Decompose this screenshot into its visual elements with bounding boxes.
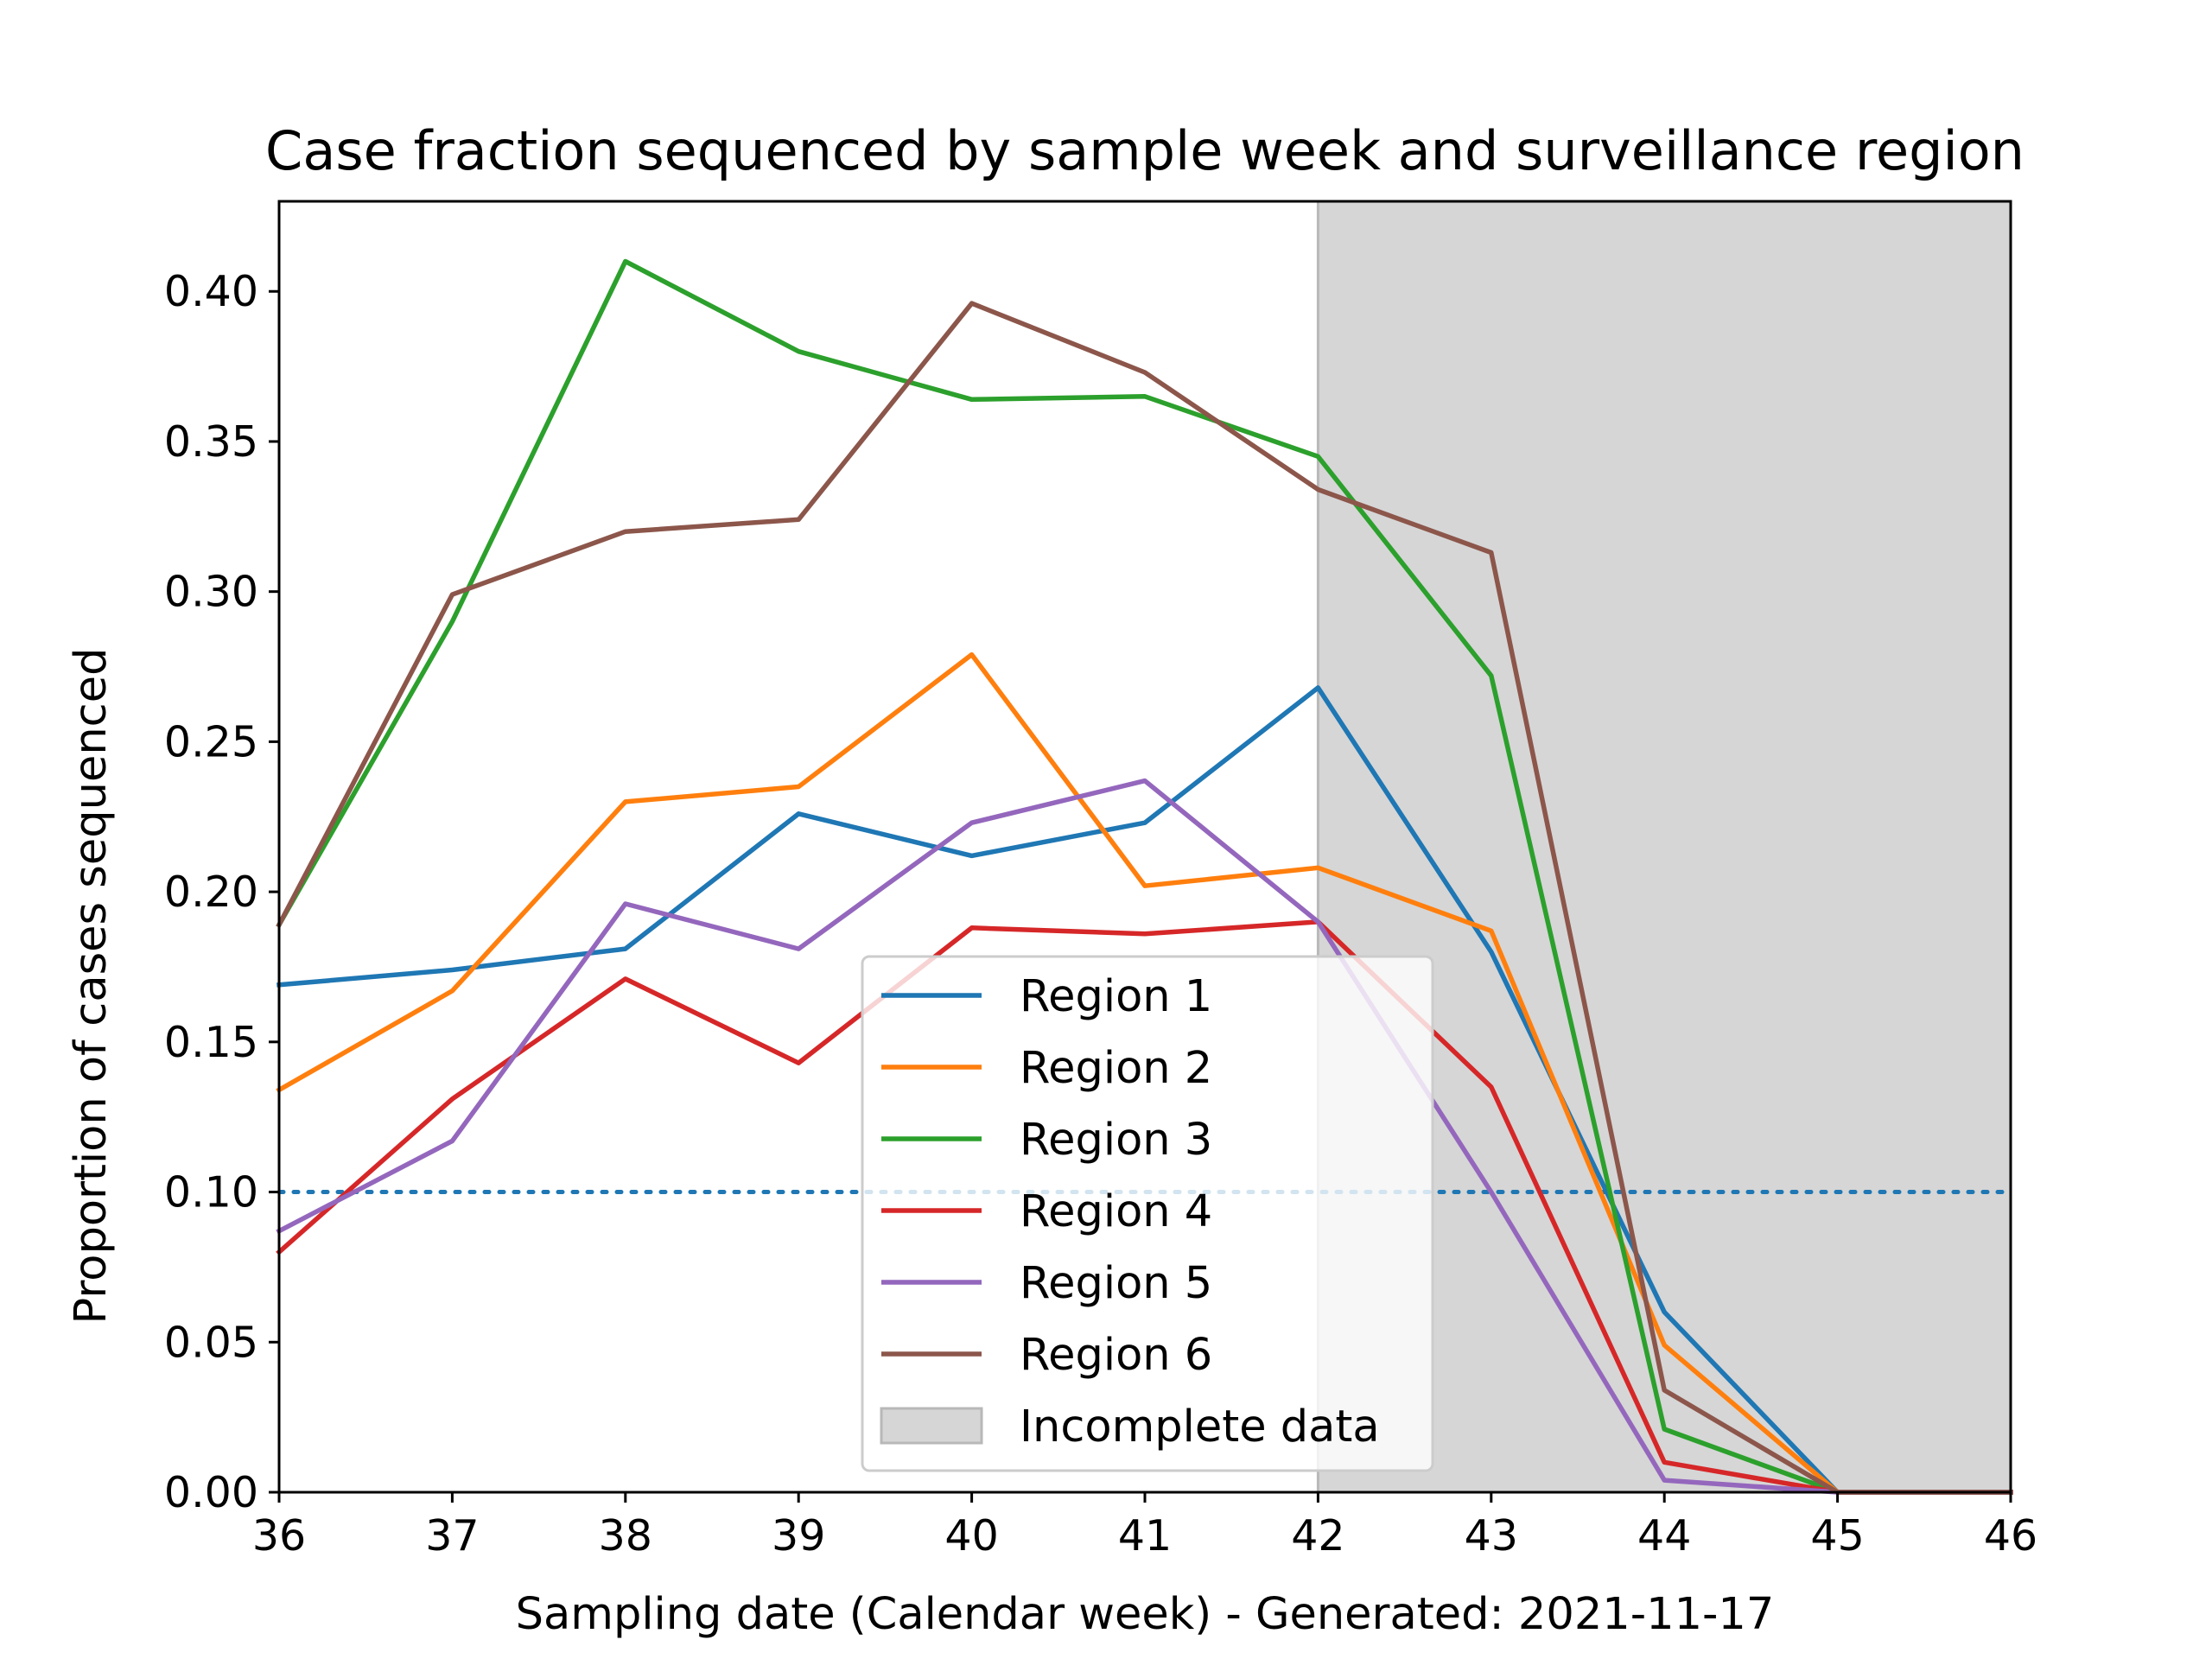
series-line-region-6	[276, 301, 2013, 1495]
x-tick-label: 39	[772, 1511, 825, 1560]
series-line-region-1	[276, 685, 2013, 1495]
legend-label-region-2: Region 2	[1020, 1043, 1212, 1094]
y-tick-label: 0.40	[164, 267, 258, 316]
x-tick-label: 38	[599, 1511, 652, 1560]
x-tick-label: 45	[1810, 1511, 1864, 1560]
legend-box	[861, 955, 1434, 1472]
legend-swatch-incomplete-data	[880, 1407, 983, 1445]
x-tick-label: 43	[1465, 1511, 1518, 1560]
x-tick-label: 37	[425, 1511, 479, 1560]
x-tick-label: 41	[1118, 1511, 1172, 1560]
series-line-region-4	[276, 919, 2013, 1495]
series-line-region-5	[276, 778, 2013, 1495]
x-tick-label: 46	[1984, 1511, 2037, 1560]
y-tick-label: 0.25	[164, 717, 258, 766]
y-tick-label: 0.20	[164, 868, 258, 917]
legend-label-incomplete-data: Incomplete data	[1020, 1402, 1380, 1452]
y-axis-label: Proportion of cases sequenced	[66, 648, 117, 1325]
y-tick-label: 0.30	[164, 568, 258, 617]
chart-title: Case fraction sequenced by sample week a…	[265, 119, 2024, 182]
series-line-region-2	[276, 652, 2013, 1495]
legend: Region 1 Region 2 Region 3 Region 4 Region 5…	[861, 955, 1434, 1472]
legend-label-region-6: Region 6	[1020, 1330, 1212, 1381]
x-tick-label: 42	[1291, 1511, 1344, 1560]
x-tick-label: 36	[252, 1511, 306, 1560]
legend-label-region-1: Region 1	[1020, 971, 1212, 1022]
y-tick-label: 0.15	[164, 1018, 258, 1067]
series-line-region-3	[276, 258, 2013, 1495]
x-tick-label: 44	[1637, 1511, 1691, 1560]
x-tick-label: 40	[944, 1511, 998, 1560]
x-axis-label: Sampling date (Calendar week) - Generate…	[516, 1589, 1775, 1640]
y-tick-label: 0.10	[164, 1168, 258, 1217]
legend-label-region-4: Region 4	[1020, 1186, 1212, 1237]
y-tick-label: 0.05	[164, 1318, 258, 1367]
y-tick-label: 0.00	[164, 1468, 258, 1517]
legend-label-region-5: Region 5	[1020, 1258, 1212, 1309]
y-tick-label: 0.35	[164, 417, 258, 467]
legend-label-region-3: Region 3	[1020, 1115, 1212, 1166]
